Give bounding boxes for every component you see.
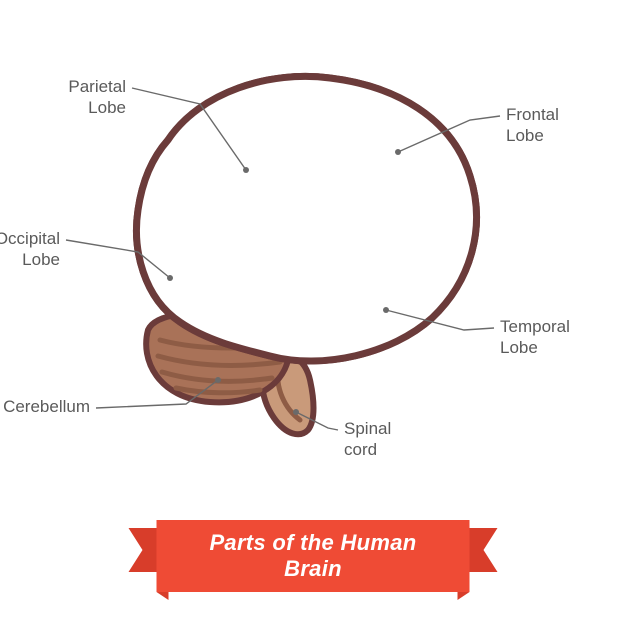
ribbon-text: Parts of the Human Brain [209,530,416,581]
diagram-stage: Parts of the Human Brain Parietal Lobe Fr… [0,0,626,626]
label-spinal: Spinal cord [344,418,391,461]
ribbon-fold-right [458,592,470,600]
ribbon-body: Parts of the Human Brain [157,520,470,592]
label-occipital: Occipital Lobe [0,228,60,271]
title-ribbon: Parts of the Human Brain [157,520,470,592]
label-temporal: Temporal Lobe [500,316,570,359]
label-cerebellum: Cerebellum [3,396,90,417]
ribbon-fold-left [157,592,169,600]
label-parietal: Parietal Lobe [68,76,126,119]
label-frontal: Frontal Lobe [506,104,559,147]
